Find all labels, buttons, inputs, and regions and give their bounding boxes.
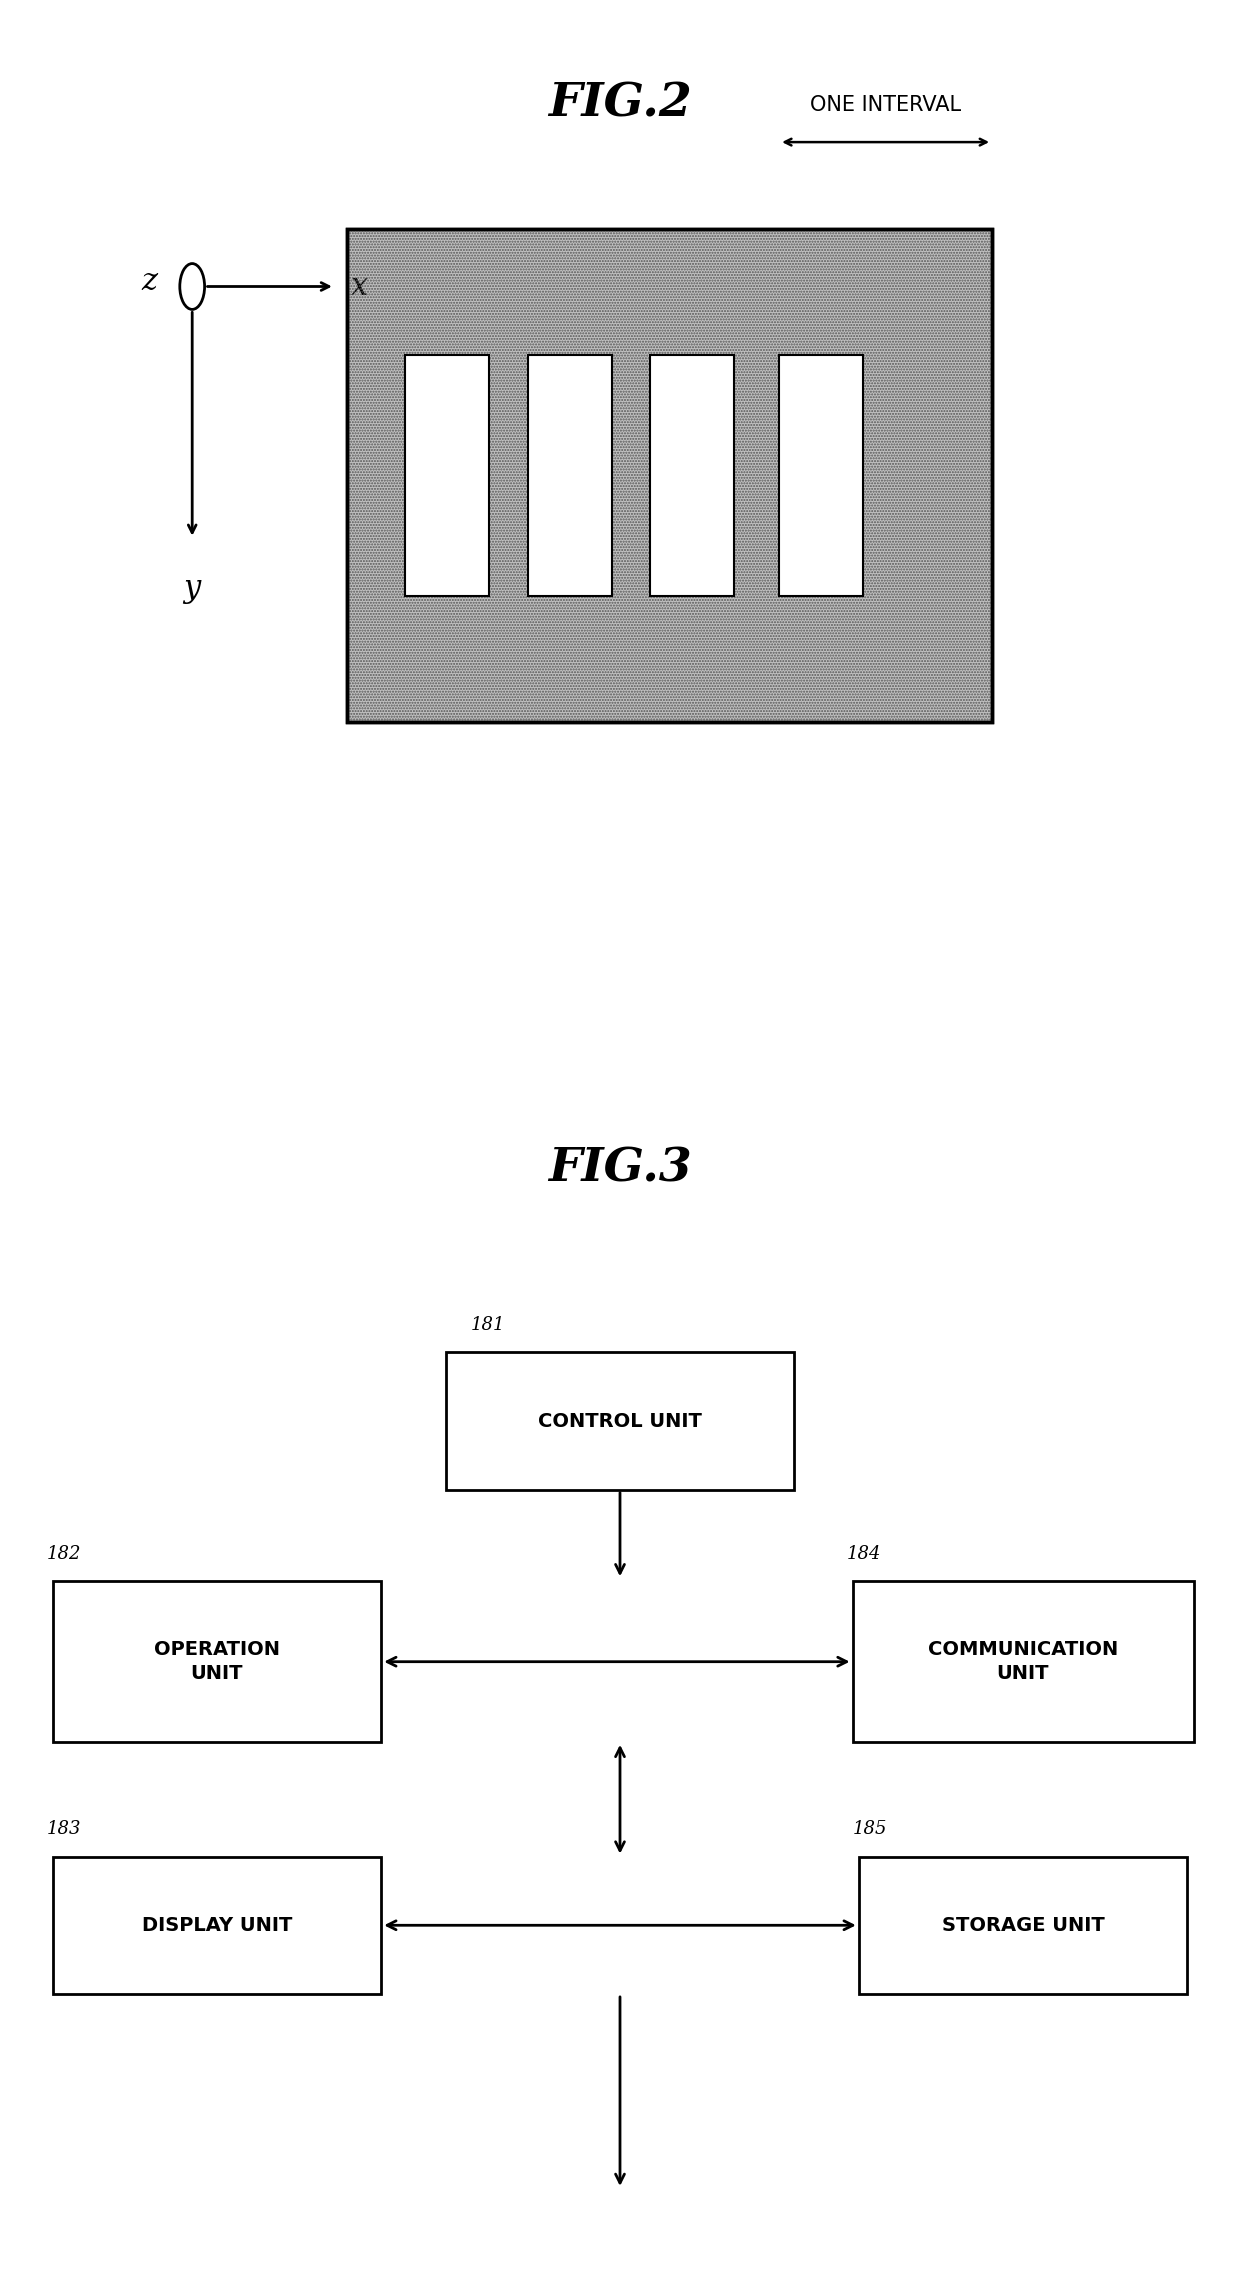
Text: 183: 183 — [46, 1820, 81, 1838]
Bar — [446, 1352, 794, 1490]
Text: COMMUNICATION
UNIT: COMMUNICATION UNIT — [928, 1641, 1118, 1682]
Bar — [52, 1857, 382, 1994]
Text: 182: 182 — [46, 1545, 81, 1563]
Bar — [528, 355, 611, 596]
Text: 184: 184 — [846, 1545, 880, 1563]
Text: y: y — [184, 573, 201, 605]
Text: z: z — [141, 266, 157, 298]
Bar — [853, 1581, 1193, 1742]
Text: FIG.3: FIG.3 — [548, 1146, 692, 1192]
Text: STORAGE UNIT: STORAGE UNIT — [941, 1916, 1105, 1934]
Bar — [347, 229, 992, 722]
Text: CONTROL UNIT: CONTROL UNIT — [538, 1412, 702, 1430]
Bar — [52, 1581, 382, 1742]
Bar — [347, 229, 992, 722]
Bar — [779, 355, 863, 596]
Text: ONE INTERVAL: ONE INTERVAL — [810, 94, 961, 115]
Bar — [405, 355, 489, 596]
Bar — [858, 1857, 1187, 1994]
Bar — [650, 355, 734, 596]
Bar — [347, 229, 992, 722]
Text: 181: 181 — [471, 1316, 506, 1334]
Text: x: x — [351, 270, 368, 303]
Text: OPERATION
UNIT: OPERATION UNIT — [154, 1641, 280, 1682]
Text: FIG.2: FIG.2 — [548, 80, 692, 126]
Text: DISPLAY UNIT: DISPLAY UNIT — [141, 1916, 293, 1934]
Text: 185: 185 — [852, 1820, 887, 1838]
